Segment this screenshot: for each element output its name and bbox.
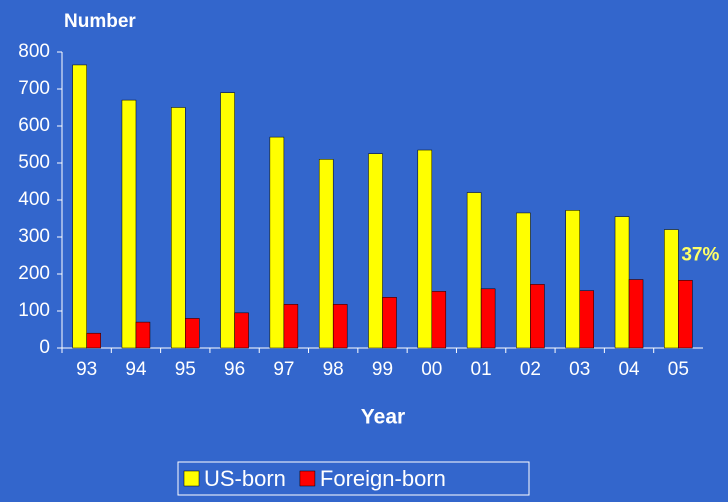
y-tick-label: 200 (18, 263, 50, 284)
bar (72, 64, 87, 349)
y-tick-label: 400 (18, 189, 50, 210)
x-tick-label: 96 (224, 359, 245, 380)
legend-swatch (183, 470, 200, 487)
y-tick-label: 700 (18, 78, 50, 99)
bar (121, 99, 137, 349)
bar (86, 332, 101, 349)
x-tick-label: 98 (323, 359, 344, 380)
y-tick-label: 500 (18, 152, 50, 173)
bar (382, 297, 397, 349)
y-tick-label: 100 (18, 300, 50, 321)
bar (664, 229, 679, 349)
x-tick-label: 05 (668, 359, 689, 380)
bar (220, 92, 235, 349)
x-tick-label: 97 (273, 359, 294, 380)
x-tick-label: 04 (618, 359, 640, 380)
x-tick-label: 93 (76, 359, 97, 380)
y-tick-label: 800 (18, 41, 50, 62)
bar (332, 304, 348, 349)
x-tick-label: 95 (175, 359, 196, 380)
bar (135, 321, 151, 349)
x-tick-label: 02 (520, 359, 541, 380)
legend-swatch (299, 470, 316, 487)
bar (269, 136, 285, 349)
bar (283, 304, 299, 349)
y-tick-label: 600 (18, 115, 50, 136)
annotation: 37% (681, 244, 719, 265)
x-axis-label: Year (361, 406, 405, 429)
x-tick-label: 03 (569, 359, 590, 380)
bar (466, 192, 482, 349)
x-tick-label: 00 (421, 359, 442, 380)
x-tick-label: 99 (372, 359, 393, 380)
bar (417, 149, 433, 349)
y-tick-label: 300 (18, 226, 50, 247)
bar (579, 290, 594, 349)
bar (628, 279, 644, 349)
bar (678, 280, 693, 349)
bar (234, 312, 249, 349)
bar (431, 291, 447, 349)
x-tick-label: 01 (471, 359, 492, 380)
x-tick-label: 94 (125, 359, 147, 380)
legend-box (177, 461, 530, 496)
bar (185, 318, 200, 349)
y-tick-label: 0 (39, 337, 50, 358)
bar (614, 216, 630, 349)
legend-label: Foreign-born (320, 466, 446, 491)
bar (318, 159, 334, 349)
bar (565, 210, 580, 349)
bar (530, 284, 545, 349)
legend-label: US-born (204, 466, 286, 491)
bar (516, 212, 531, 349)
bar (480, 288, 496, 349)
bar (368, 153, 383, 349)
bar (171, 107, 186, 349)
y-axis-label: Number (64, 11, 136, 32)
